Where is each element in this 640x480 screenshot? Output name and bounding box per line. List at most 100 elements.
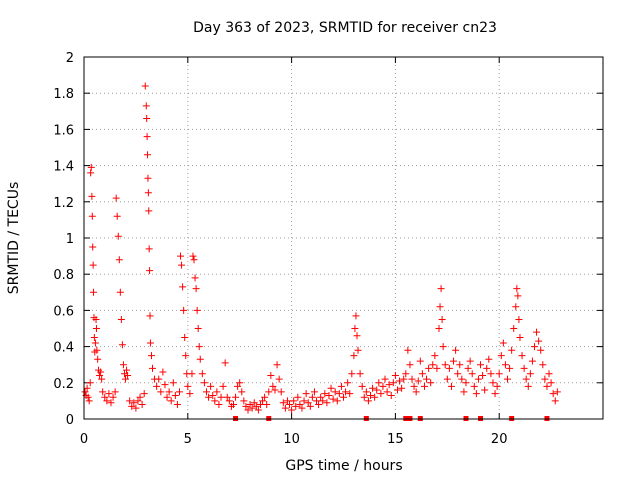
data-point <box>146 267 154 275</box>
data-point <box>134 397 142 405</box>
data-point <box>364 397 372 405</box>
data-point <box>215 401 223 409</box>
data-point <box>84 393 92 401</box>
y-tick-label: 1.8 <box>53 87 74 102</box>
data-point <box>191 274 199 282</box>
data-point <box>232 393 240 401</box>
data-point <box>198 370 206 378</box>
data-point <box>410 382 418 390</box>
y-axis-label: SRMTID / TECUs <box>6 182 22 295</box>
data-point <box>259 397 267 405</box>
data-point <box>86 379 94 387</box>
data-point <box>472 390 480 398</box>
data-point <box>493 382 501 390</box>
data-point <box>516 334 524 342</box>
data-point <box>404 346 412 354</box>
y-tick-label: 2 <box>66 51 74 66</box>
data-point <box>238 388 246 396</box>
data-point <box>438 315 446 323</box>
data-point <box>122 375 130 383</box>
data-point <box>271 386 279 394</box>
data-point <box>126 397 134 405</box>
data-point <box>481 386 489 394</box>
data-point <box>263 401 271 409</box>
data-point <box>124 372 132 380</box>
data-point <box>83 384 91 392</box>
data-point <box>225 397 233 405</box>
data-point <box>335 390 343 398</box>
y-tick-label: 1.2 <box>53 196 74 211</box>
y-tick-label: 0.4 <box>53 341 74 356</box>
data-point <box>167 397 175 405</box>
data-point <box>350 352 358 360</box>
data-point <box>190 256 198 264</box>
data-point <box>526 370 534 378</box>
x-tick-label: 10 <box>283 432 300 447</box>
x-axis-label: GPS time / hours <box>285 458 402 474</box>
data-point <box>147 352 155 360</box>
data-point <box>499 339 507 347</box>
data-point <box>474 375 482 383</box>
data-point <box>288 406 296 414</box>
data-point <box>504 375 512 383</box>
data-point <box>113 212 121 220</box>
data-point <box>145 245 153 253</box>
data-point <box>178 261 186 269</box>
data-point <box>88 192 96 200</box>
data-point <box>524 382 532 390</box>
data-point <box>308 393 316 401</box>
data-point <box>182 352 190 360</box>
data-point <box>495 370 503 378</box>
data-point <box>513 285 521 293</box>
data-point <box>157 388 165 396</box>
data-point <box>85 397 93 405</box>
data-point <box>283 397 291 405</box>
data-point <box>506 364 514 372</box>
data-point <box>254 406 262 414</box>
data-point <box>522 375 530 383</box>
data-point <box>323 399 331 407</box>
data-point <box>99 388 107 396</box>
data-point <box>497 352 505 360</box>
data-point <box>387 391 395 399</box>
data-point <box>454 370 462 378</box>
data-point <box>128 402 136 410</box>
data-point <box>265 388 273 396</box>
data-point <box>155 375 163 383</box>
data-point <box>302 390 310 398</box>
data-point <box>196 355 204 363</box>
data-point <box>539 361 547 369</box>
data-point <box>327 384 335 392</box>
data-point <box>315 401 323 409</box>
data-point <box>485 355 493 363</box>
data-point <box>200 379 208 387</box>
data-point <box>171 391 179 399</box>
data-point <box>145 207 153 215</box>
data-point <box>296 401 304 409</box>
y-tick-label: 0.8 <box>53 268 74 283</box>
data-point <box>468 370 476 378</box>
data-point <box>107 399 115 407</box>
data-point <box>508 346 516 354</box>
data-point <box>518 352 526 360</box>
y-tick-label: 1 <box>66 232 74 247</box>
data-point <box>331 388 339 396</box>
data-point <box>193 306 201 314</box>
data-point <box>290 397 298 405</box>
data-point <box>366 391 374 399</box>
data-point <box>408 375 416 383</box>
data-point <box>462 379 470 387</box>
data-point <box>119 361 127 369</box>
data-point <box>300 397 308 405</box>
data-point <box>441 361 449 369</box>
data-point <box>356 370 364 378</box>
x-tick-label: 0 <box>80 432 88 447</box>
data-point <box>530 343 538 351</box>
data-point <box>96 372 104 380</box>
data-point <box>466 357 474 365</box>
data-point <box>89 261 97 269</box>
data-point <box>194 325 202 332</box>
y-tick-label: 1.6 <box>53 123 74 138</box>
data-point <box>173 401 181 409</box>
